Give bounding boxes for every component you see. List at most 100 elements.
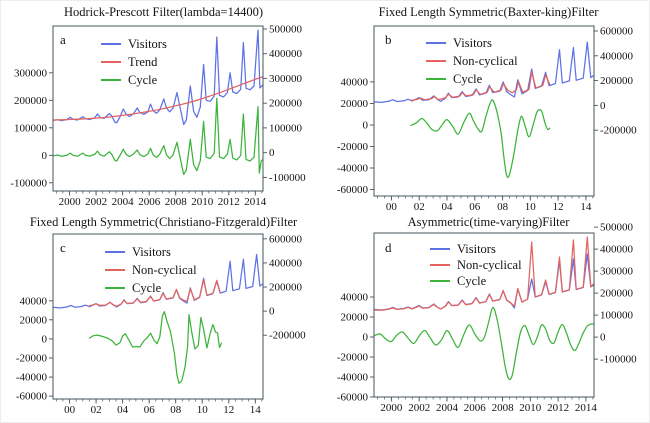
panel-letter: a	[60, 32, 66, 47]
x-tick-label: 2014	[575, 402, 598, 414]
panel-letter: b	[385, 32, 392, 47]
legend-item: Non-cyclical	[105, 261, 197, 279]
legend-swatch-cycle	[430, 280, 450, 282]
y-right-tick-label: 0	[600, 100, 606, 112]
x-tick-label: 2008	[165, 196, 188, 208]
plot-frame	[52, 25, 264, 192]
panel-d: Asymmetric(time-varying)Filter 2000 2002 2…	[326, 212, 649, 422]
x-tick-label: 10	[525, 201, 537, 212]
legend-swatch-cycle	[426, 78, 446, 80]
legend-label: Cycle	[457, 273, 487, 288]
series-group	[53, 29, 263, 176]
x-tick-label: 04	[117, 404, 129, 416]
series-cycle-line	[53, 97, 263, 176]
panel-letter: d	[385, 240, 392, 255]
plot-frame	[373, 232, 595, 398]
legend-label: Trend	[128, 54, 158, 69]
y-right-tick-label: 0	[600, 332, 606, 344]
panel-c: Fixed Length Symmetric(Christiano-Fitzge…	[1, 212, 326, 422]
panel-b-plot: 00 02 04 06 08 10 12 1440000200000-20000-40000-…	[337, 25, 637, 213]
y-right-tick-label: 0	[269, 147, 275, 159]
x-tick-label: 08	[497, 201, 509, 212]
legend-label: Non-cyclical	[457, 257, 522, 272]
x-tick-label: 2010	[191, 196, 214, 208]
y-left-tick-label: 100000	[14, 122, 48, 134]
plot-frame	[52, 233, 264, 400]
y-right-tick-label: 200000	[269, 98, 303, 110]
y-left-tick-label: -20000	[337, 141, 369, 153]
series-visitors-line	[374, 41, 594, 104]
x-tick-label: 04	[442, 201, 454, 212]
legend-item: Cycle	[430, 273, 522, 289]
y-left-tick-label: 0	[363, 120, 369, 132]
x-tick-label: 2000	[380, 402, 403, 414]
y-left-tick-label: 40000	[341, 292, 369, 304]
y-right-tick-label: 100000	[269, 122, 303, 134]
series-cycle-line	[410, 99, 551, 179]
series-cycle-line	[88, 311, 223, 384]
panel-letter: c	[60, 240, 66, 255]
legend-swatch-noncyclical	[105, 269, 125, 271]
legend-item: Cycle	[105, 279, 197, 297]
series-non-cyclical-line	[374, 236, 594, 311]
legend-item: Visitors	[105, 243, 197, 261]
series-group	[53, 253, 263, 384]
y-right-tick-label: 200000	[600, 288, 634, 300]
legend-swatch-cycle	[105, 287, 125, 289]
series-group	[374, 41, 594, 179]
x-tick-label: 2014	[244, 196, 267, 208]
y-left-tick-label: -40000	[337, 372, 369, 384]
y-left-tick-label: 20000	[20, 314, 48, 326]
y-right-tick-label: 200000	[269, 282, 303, 294]
x-tick-label: 06	[144, 404, 156, 416]
y-right-tick-label: 500000	[600, 222, 634, 234]
chart-title: Fixed Length Symmetric(Baxter-king)Filte…	[378, 5, 599, 19]
y-left-tick-label: -20000	[16, 353, 48, 365]
x-tick-label: 10	[197, 404, 209, 416]
y-right-tick-label: -100000	[269, 172, 306, 184]
y-left-tick-label: -20000	[337, 352, 369, 364]
y-left-tick-label: -100000	[10, 177, 47, 189]
y-left-tick-label: 300000	[14, 67, 48, 79]
axes: 00 02 04 06 08 10 12 1440000200000-20000-40000-…	[337, 26, 637, 213]
legend-label: Cycle	[453, 71, 483, 86]
legend: Visitors Non-cyclical Cycle	[105, 243, 197, 297]
y-left-tick-label: 0	[363, 332, 369, 344]
legend: Visitors Non-cyclical Cycle	[426, 34, 518, 88]
y-right-tick-label: 400000	[269, 257, 303, 269]
y-left-tick-label: -60000	[16, 391, 48, 403]
y-right-tick-label: -200000	[269, 330, 306, 342]
x-tick-label: 2000	[59, 196, 82, 208]
y-right-tick-label: 600000	[600, 26, 634, 38]
chart-title: Asymmetric(time-varying)Filter	[407, 215, 570, 229]
x-tick-label: 02	[414, 201, 425, 212]
y-left-tick-label: 0	[42, 333, 48, 345]
y-left-tick-label: -40000	[16, 372, 48, 384]
y-left-tick-label: 0	[42, 150, 48, 162]
series-visitors-line	[53, 29, 263, 126]
y-left-tick-label: -60000	[337, 392, 369, 404]
x-tick-label: 06	[469, 201, 481, 212]
y-left-tick-label: 20000	[341, 312, 369, 324]
plot-frame	[373, 25, 595, 197]
y-right-tick-label: -200000	[600, 125, 637, 137]
axes: 2000 2002 2004 2006 2008 2010 2012 2014 40000 200…	[337, 222, 637, 414]
legend-item: Trend	[101, 53, 167, 71]
y-right-tick-label: -100000	[600, 354, 637, 366]
legend-label: Visitors	[457, 241, 496, 256]
x-tick-label: 12	[553, 201, 564, 212]
x-tick-label: 08	[170, 404, 182, 416]
y-left-tick-label: -60000	[337, 184, 369, 196]
legend-item: Visitors	[426, 34, 518, 52]
series-non-cyclical-line	[410, 71, 551, 102]
panel-d-plot: 2000 2002 2004 2006 2008 2010 2012 2014 40000 200…	[337, 222, 637, 414]
y-right-tick-label: 300000	[600, 266, 634, 278]
x-tick-label: 2006	[138, 196, 161, 208]
legend-swatch-noncyclical	[426, 60, 446, 62]
x-tick-label: 2004	[112, 196, 135, 208]
legend-label: Cycle	[132, 280, 162, 295]
y-left-tick-label: -40000	[337, 163, 369, 175]
legend-swatch-cycle	[101, 79, 121, 81]
y-left-tick-label: 40000	[341, 76, 369, 88]
